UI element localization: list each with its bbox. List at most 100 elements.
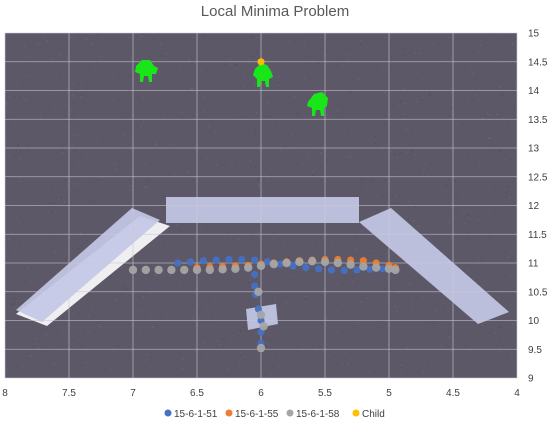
texture-speck bbox=[307, 155, 310, 158]
texture-speck bbox=[173, 42, 175, 44]
texture-speck bbox=[46, 40, 49, 42]
texture-speck bbox=[8, 238, 10, 240]
texture-speck bbox=[149, 33, 152, 35]
data-point bbox=[225, 255, 233, 264]
texture-speck bbox=[265, 59, 267, 62]
texture-speck bbox=[45, 334, 47, 336]
x-axis-ticks: 8 7.5 7 6.5 6 5.5 5 4.5 4 bbox=[2, 388, 520, 399]
series-15-6-1-58 bbox=[128, 257, 400, 353]
texture-speck bbox=[502, 94, 504, 96]
texture-speck bbox=[203, 342, 205, 344]
texture-speck bbox=[361, 230, 363, 232]
texture-speck bbox=[274, 141, 276, 143]
texture-speck bbox=[65, 120, 68, 122]
texture-speck bbox=[261, 361, 264, 363]
texture-speck bbox=[274, 124, 277, 126]
texture-speck bbox=[37, 43, 39, 45]
texture-speck bbox=[24, 45, 26, 47]
texture-speck bbox=[458, 151, 460, 153]
texture-speck bbox=[323, 62, 325, 64]
texture-speck bbox=[362, 295, 364, 298]
texture-speck bbox=[188, 361, 190, 363]
data-point bbox=[244, 263, 253, 272]
texture-speck bbox=[285, 301, 287, 304]
texture-speck bbox=[217, 282, 219, 284]
texture-speck bbox=[77, 248, 79, 250]
texture-speck bbox=[80, 96, 82, 98]
data-point bbox=[327, 266, 335, 274]
texture-speck bbox=[141, 35, 143, 37]
texture-speck bbox=[196, 121, 199, 123]
texture-speck bbox=[13, 302, 15, 305]
texture-speck bbox=[406, 346, 408, 349]
texture-speck bbox=[450, 107, 453, 109]
texture-speck bbox=[486, 169, 489, 171]
texture-speck bbox=[386, 257, 388, 259]
texture-speck bbox=[322, 120, 324, 122]
texture-speck bbox=[277, 82, 280, 84]
texture-speck bbox=[114, 168, 117, 170]
texture-speck bbox=[411, 150, 413, 152]
texture-speck bbox=[428, 322, 431, 324]
texture-speck bbox=[337, 79, 340, 82]
texture-speck bbox=[182, 358, 184, 360]
texture-speck bbox=[23, 252, 25, 254]
data-point bbox=[256, 261, 266, 271]
texture-speck bbox=[26, 267, 29, 269]
texture-speck bbox=[431, 49, 433, 51]
texture-speck bbox=[366, 297, 368, 300]
texture-speck bbox=[118, 166, 121, 169]
texture-speck bbox=[32, 203, 34, 205]
texture-speck bbox=[498, 350, 501, 353]
y-tick-label: 14.5 bbox=[528, 57, 548, 68]
texture-speck bbox=[236, 63, 238, 65]
texture-speck bbox=[29, 191, 31, 193]
texture-speck bbox=[59, 75, 62, 78]
texture-speck bbox=[288, 256, 290, 259]
y-tick-label: 11 bbox=[528, 259, 539, 270]
texture-speck bbox=[58, 54, 61, 57]
texture-speck bbox=[249, 279, 252, 281]
texture-speck bbox=[495, 242, 497, 244]
texture-speck bbox=[389, 41, 392, 43]
texture-speck bbox=[340, 59, 342, 61]
legend: 15-6-1-51 15-6-1-55 15-6-1-58 Child bbox=[164, 409, 385, 420]
texture-speck bbox=[8, 156, 10, 158]
texture-speck bbox=[313, 337, 316, 340]
texture-speck bbox=[474, 361, 476, 363]
texture-speck bbox=[45, 350, 47, 353]
texture-speck bbox=[142, 296, 145, 298]
texture-speck bbox=[19, 217, 22, 219]
texture-speck bbox=[165, 317, 167, 319]
texture-speck bbox=[402, 270, 405, 273]
texture-speck bbox=[103, 174, 105, 176]
texture-speck bbox=[61, 136, 63, 138]
legend-label: 15-6-1-55 bbox=[235, 409, 279, 420]
data-point bbox=[218, 265, 227, 274]
texture-speck bbox=[464, 223, 466, 225]
texture-speck bbox=[110, 276, 112, 278]
texture-speck bbox=[383, 123, 386, 126]
texture-speck bbox=[26, 353, 28, 355]
texture-speck bbox=[389, 350, 391, 352]
texture-speck bbox=[244, 133, 247, 135]
texture-speck bbox=[383, 189, 385, 191]
texture-speck bbox=[508, 289, 511, 291]
texture-speck bbox=[377, 320, 379, 323]
texture-speck bbox=[347, 155, 350, 157]
texture-speck bbox=[357, 321, 360, 324]
texture-speck bbox=[12, 304, 15, 306]
y-tick-label: 14 bbox=[528, 86, 540, 97]
texture-speck bbox=[407, 277, 409, 279]
texture-speck bbox=[302, 164, 304, 166]
texture-speck bbox=[265, 115, 267, 118]
texture-speck bbox=[351, 126, 353, 129]
texture-speck bbox=[165, 53, 168, 55]
child-figure-center bbox=[253, 63, 273, 87]
texture-speck bbox=[291, 134, 293, 136]
texture-speck bbox=[427, 174, 430, 177]
texture-speck bbox=[320, 152, 322, 154]
texture-speck bbox=[311, 33, 313, 35]
texture-speck bbox=[453, 180, 455, 182]
texture-speck bbox=[191, 317, 194, 320]
